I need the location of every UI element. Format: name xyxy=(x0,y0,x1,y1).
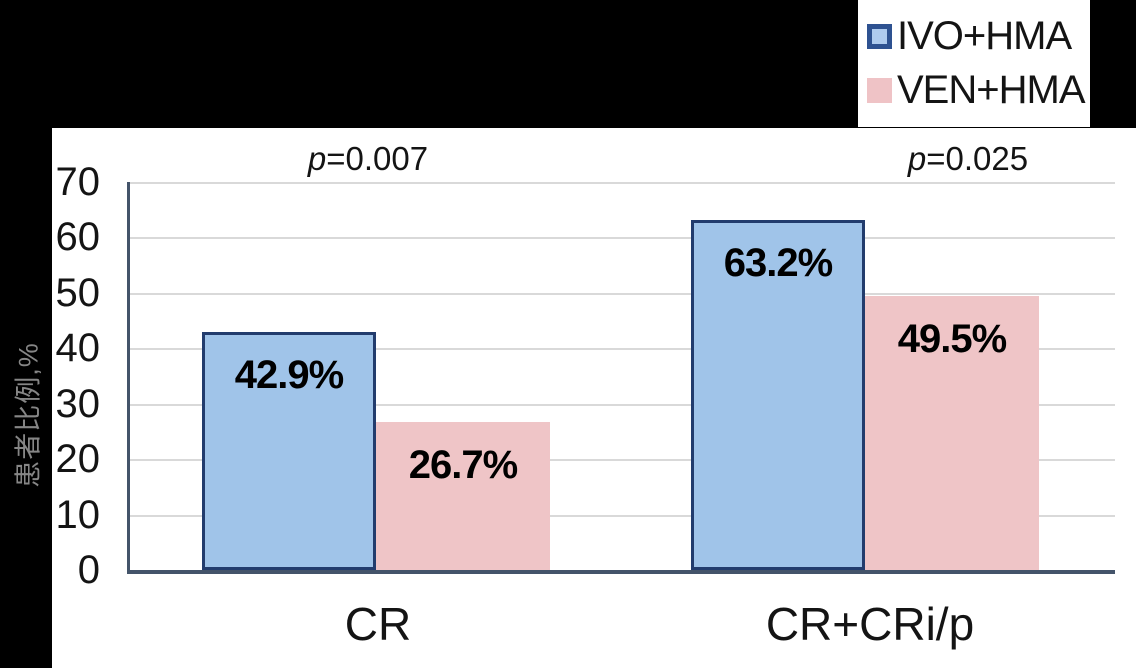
x-axis-category-cr-cri-p: CR+CRi/p xyxy=(765,598,975,650)
legend-swatch-ven-icon xyxy=(867,78,892,104)
gridline-70 xyxy=(129,182,1115,184)
bar-ivo-hma-cr xyxy=(202,332,376,570)
chart-plot-area: 42.9% 26.7% 63.2% 49.5% 70 60 50 40 30 20 10 0 p=0… xyxy=(52,128,1136,668)
y-axis-tick-label-40: 40 xyxy=(55,326,101,370)
bar-value-label: 26.7% xyxy=(408,443,518,487)
x-axis-line xyxy=(127,570,1115,574)
legend-swatch-ivo-icon xyxy=(867,23,892,49)
y-axis-title: 患者比例,% xyxy=(13,342,44,488)
p-value-annotation-cr: p=0.007 xyxy=(218,140,518,178)
gridline-60 xyxy=(129,237,1115,239)
legend-label-ven: VEN+HMA xyxy=(897,68,1085,113)
bar-value-label: 49.5% xyxy=(897,317,1007,361)
gridline-50 xyxy=(129,293,1115,295)
legend-label-ivo: IVO+HMA xyxy=(897,13,1072,58)
y-axis-tick-label-30: 30 xyxy=(55,382,101,426)
legend-item-ven-hma: VEN+HMA xyxy=(867,68,1090,113)
p-value-annotation-cr-cri-p: p=0.025 xyxy=(818,140,1118,178)
p-value-italic: p xyxy=(907,140,927,177)
p-value-text: =0.007 xyxy=(326,140,429,177)
y-axis-tick-label-70: 70 xyxy=(55,160,101,204)
gridline-10 xyxy=(129,515,1115,517)
y-axis-tick-label-0: 0 xyxy=(77,548,100,592)
y-axis-line xyxy=(127,182,130,574)
legend-item-ivo-hma: IVO+HMA xyxy=(867,14,1090,59)
gridline-40 xyxy=(129,348,1115,350)
legend: IVO+HMA VEN+HMA xyxy=(858,0,1090,127)
bar-ivo-hma-cr-cri-p xyxy=(691,220,865,570)
gridline-30 xyxy=(129,404,1115,406)
y-axis-tick-label-50: 50 xyxy=(55,271,101,315)
p-value-text: =0.025 xyxy=(926,140,1029,177)
y-axis-tick-label-60: 60 xyxy=(55,215,101,259)
bar-value-label: 42.9% xyxy=(234,353,344,397)
bar-ven-hma-cr-cri-p xyxy=(865,296,1039,570)
y-axis-tick-label-10: 10 xyxy=(55,493,101,537)
x-axis-category-cr: CR xyxy=(344,598,412,650)
bar-ven-hma-cr xyxy=(376,422,550,570)
p-value-italic: p xyxy=(307,140,327,177)
gridline-20 xyxy=(129,459,1115,461)
y-axis-tick-label-20: 20 xyxy=(55,437,101,481)
bar-value-label: 63.2% xyxy=(723,241,833,285)
